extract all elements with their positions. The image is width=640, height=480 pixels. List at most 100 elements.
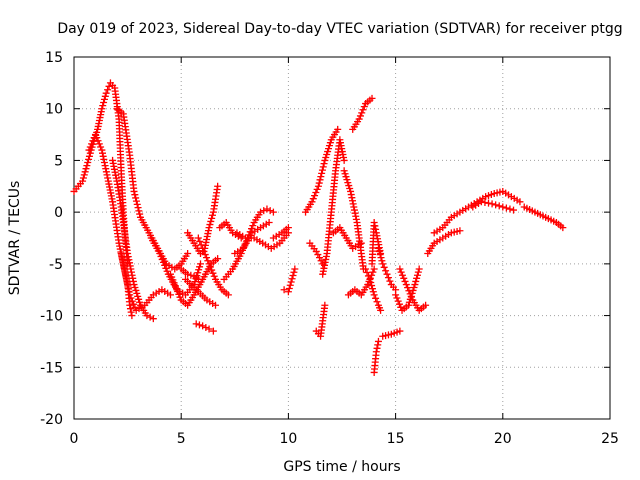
series-t16 — [231, 218, 273, 258]
data-point — [492, 201, 500, 209]
series-t19 — [302, 125, 342, 216]
data-point — [79, 174, 87, 182]
data-point — [194, 275, 202, 283]
series-t29 — [374, 244, 400, 294]
data-point — [127, 308, 135, 316]
data-point — [95, 140, 103, 148]
data-point — [130, 300, 138, 308]
data-point — [105, 82, 113, 90]
series-t36 — [469, 198, 518, 214]
series-t17 — [269, 224, 292, 242]
data-point — [394, 297, 402, 305]
data-point — [130, 187, 138, 195]
data-point — [401, 277, 409, 285]
series-t27 — [349, 94, 376, 133]
data-point — [291, 265, 299, 273]
data-point — [135, 207, 143, 215]
data-point — [187, 271, 195, 279]
x-tick-label: 0 — [70, 431, 79, 447]
data-point — [382, 267, 390, 275]
data-point — [314, 182, 322, 190]
plot-area — [73, 56, 611, 420]
data-point — [370, 265, 378, 273]
data-point — [199, 322, 207, 330]
data-point — [202, 323, 210, 331]
series-t20 — [319, 136, 348, 278]
data-point — [209, 269, 217, 277]
x-tick-label: 10 — [279, 431, 297, 447]
data-point — [368, 285, 376, 293]
data-point — [196, 260, 204, 268]
data-point — [204, 257, 212, 265]
data-point — [422, 301, 430, 309]
series-t14 — [233, 229, 292, 252]
data-point — [82, 165, 90, 173]
data-point — [146, 313, 154, 321]
data-point — [317, 173, 325, 181]
data-point — [209, 211, 217, 219]
data-point — [205, 260, 213, 268]
data-point — [133, 200, 141, 208]
data-point — [319, 163, 327, 171]
data-point — [132, 197, 140, 205]
data-point — [374, 341, 382, 349]
series-t15 — [216, 218, 245, 242]
data-point — [415, 265, 423, 273]
data-point — [289, 272, 297, 280]
data-point — [320, 160, 328, 168]
data-point — [311, 192, 319, 200]
data-point — [94, 137, 102, 145]
data-point — [266, 207, 274, 215]
data-point — [100, 95, 108, 103]
data-point — [481, 198, 489, 206]
data-point — [134, 204, 142, 212]
data-point — [286, 281, 294, 289]
data-point — [136, 210, 144, 218]
data-point — [207, 217, 215, 225]
data-point — [369, 268, 377, 276]
data-point — [380, 263, 388, 271]
data-point — [358, 109, 366, 117]
data-point — [369, 288, 377, 296]
data-point — [375, 247, 383, 255]
series-t21 — [306, 239, 327, 268]
data-point — [314, 251, 322, 259]
series-t10 — [181, 275, 220, 309]
data-point — [127, 294, 135, 302]
data-point — [360, 103, 368, 111]
data-point — [128, 312, 136, 320]
data-point — [355, 115, 363, 123]
data-point — [404, 284, 412, 292]
series-t30 — [370, 337, 382, 376]
data-point — [372, 294, 380, 302]
data-point — [321, 301, 329, 309]
x-tick-label: 5 — [177, 431, 186, 447]
data-point — [368, 282, 376, 290]
data-point — [210, 272, 218, 280]
data-point — [312, 247, 320, 255]
data-point — [288, 275, 296, 283]
data-point — [485, 199, 493, 207]
data-point — [317, 257, 325, 265]
y-tick-label: -5 — [49, 257, 63, 273]
data-point — [128, 297, 136, 305]
data-point — [363, 268, 371, 276]
data-point — [149, 315, 157, 323]
data-point — [126, 305, 134, 313]
data-point — [384, 274, 392, 282]
data-point — [91, 131, 99, 139]
data-point — [309, 195, 317, 203]
data-point — [99, 102, 107, 110]
axis-ticks — [73, 56, 611, 420]
data-point — [237, 234, 245, 242]
data-point — [383, 270, 391, 278]
series-t26 — [362, 265, 385, 314]
data-point — [102, 89, 110, 97]
data-point — [340, 156, 348, 164]
data-point — [313, 185, 321, 193]
data-point — [406, 290, 414, 298]
data-point — [334, 125, 342, 133]
data-point — [372, 225, 380, 233]
data-point — [506, 205, 514, 213]
